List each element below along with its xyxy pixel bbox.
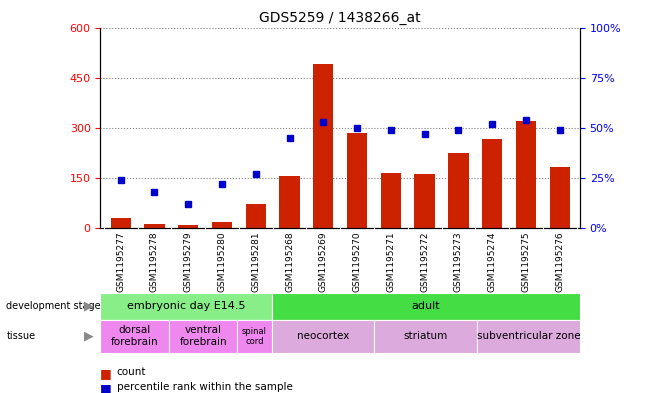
Bar — [246, 204, 266, 228]
Text: percentile rank within the sample: percentile rank within the sample — [117, 382, 292, 392]
Bar — [381, 173, 401, 228]
Text: subventricular zone: subventricular zone — [477, 331, 581, 341]
Text: embryonic day E14.5: embryonic day E14.5 — [127, 301, 246, 311]
Text: GSM1195273: GSM1195273 — [454, 231, 463, 292]
Bar — [347, 133, 367, 228]
Bar — [448, 153, 469, 228]
Text: GSM1195278: GSM1195278 — [150, 231, 159, 292]
Text: GSM1195271: GSM1195271 — [386, 231, 395, 292]
Bar — [145, 224, 165, 228]
Bar — [272, 320, 375, 353]
Bar — [212, 222, 232, 228]
Bar — [375, 320, 477, 353]
Text: GSM1195279: GSM1195279 — [184, 231, 192, 292]
Text: tissue: tissue — [6, 331, 36, 341]
Text: GSM1195276: GSM1195276 — [555, 231, 564, 292]
Bar — [313, 64, 334, 228]
Text: count: count — [117, 367, 146, 376]
Text: GSM1195280: GSM1195280 — [218, 231, 227, 292]
Title: GDS5259 / 1438266_at: GDS5259 / 1438266_at — [259, 11, 421, 25]
Text: adult: adult — [411, 301, 440, 311]
Text: ■: ■ — [100, 367, 116, 380]
Text: GSM1195277: GSM1195277 — [116, 231, 125, 292]
Bar — [477, 320, 580, 353]
Bar — [237, 320, 272, 353]
Text: GSM1195274: GSM1195274 — [488, 231, 496, 292]
Text: striatum: striatum — [404, 331, 448, 341]
Text: GSM1195272: GSM1195272 — [420, 231, 429, 292]
Bar — [482, 140, 502, 228]
Text: ■: ■ — [100, 382, 116, 393]
Text: GSM1195269: GSM1195269 — [319, 231, 328, 292]
Bar — [169, 320, 237, 353]
Text: ventral
forebrain: ventral forebrain — [179, 325, 227, 347]
Text: GSM1195270: GSM1195270 — [353, 231, 362, 292]
Text: ▶: ▶ — [84, 330, 94, 343]
Text: development stage: development stage — [6, 301, 101, 311]
Text: spinal
cord: spinal cord — [242, 327, 267, 346]
Bar — [111, 218, 131, 228]
Bar — [516, 121, 536, 228]
Bar — [272, 293, 580, 320]
Bar — [100, 293, 272, 320]
Text: GSM1195275: GSM1195275 — [522, 231, 531, 292]
Bar — [415, 174, 435, 228]
Text: GSM1195281: GSM1195281 — [251, 231, 260, 292]
Text: GSM1195268: GSM1195268 — [285, 231, 294, 292]
Bar — [550, 167, 570, 228]
Bar — [100, 320, 169, 353]
Text: ▶: ▶ — [84, 299, 94, 313]
Text: neocortex: neocortex — [297, 331, 349, 341]
Text: dorsal
forebrain: dorsal forebrain — [111, 325, 159, 347]
Bar — [178, 225, 198, 228]
Bar — [279, 176, 299, 228]
